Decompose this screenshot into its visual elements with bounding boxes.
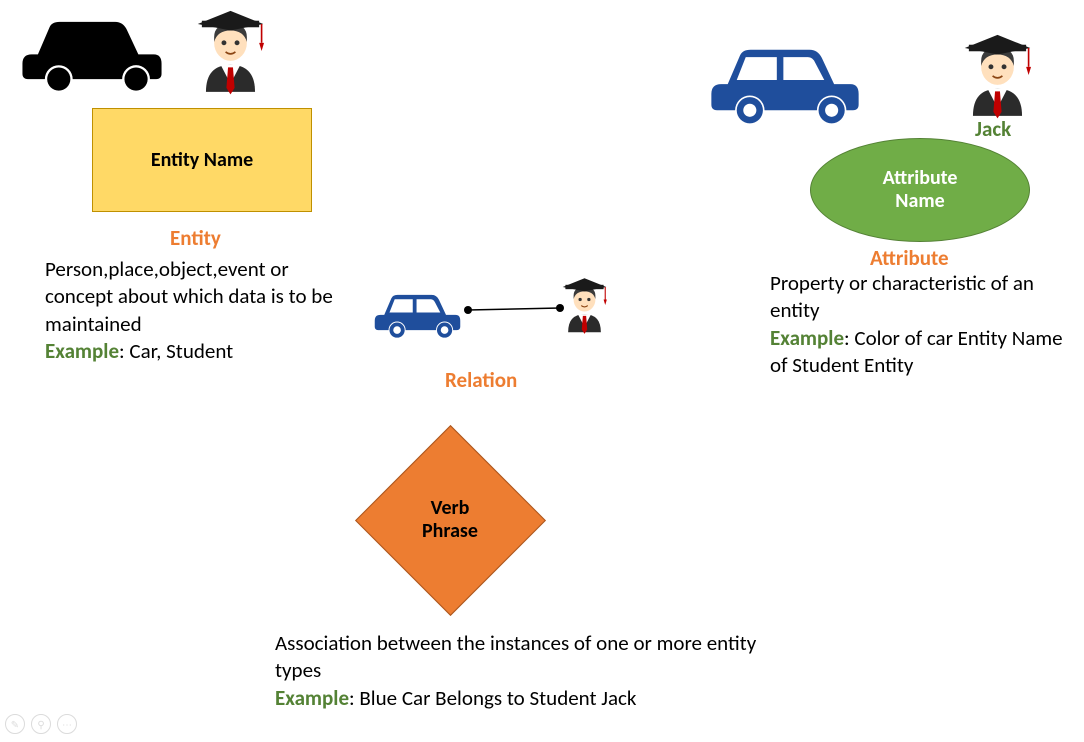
jack-label: Jack (975, 116, 1011, 142)
attribute-title: Attribute (870, 245, 949, 271)
footer-icon-1: ✎ (5, 714, 25, 734)
relation-description: Association between the instances of one… (275, 630, 775, 712)
student-attr-icon (955, 30, 1040, 120)
entity-shape: Entity Name (92, 108, 312, 212)
student-entity-icon (188, 6, 273, 96)
relation-line (460, 300, 570, 320)
entity-example-label: Example (45, 338, 119, 364)
relation-shape: VerbPhrase (355, 425, 545, 615)
relation-title: Relation (445, 367, 517, 393)
attribute-shape-label: AttributeName (883, 167, 958, 213)
entity-description: Person,place,object,event or concept abo… (45, 256, 355, 365)
footer-icon-2: ⚲ (31, 714, 51, 734)
attribute-shape: AttributeName (810, 138, 1030, 242)
relation-shape-label: VerbPhrase (422, 497, 478, 543)
entity-shape-label: Entity Name (151, 148, 253, 172)
relation-example-label: Example (275, 685, 349, 711)
footer-icons: ✎ ⚲ ⋯ (5, 714, 77, 734)
attribute-description: Property or characteristic of an entity … (770, 270, 1080, 379)
car-blue-attr-icon (700, 35, 870, 125)
student-rel-icon (557, 275, 612, 335)
entity-title: Entity (170, 225, 221, 251)
footer-icon-3: ⋯ (57, 714, 77, 734)
car-blue-rel-icon (370, 285, 465, 340)
car-black-icon (12, 8, 172, 93)
attribute-example-label: Example (770, 325, 844, 351)
